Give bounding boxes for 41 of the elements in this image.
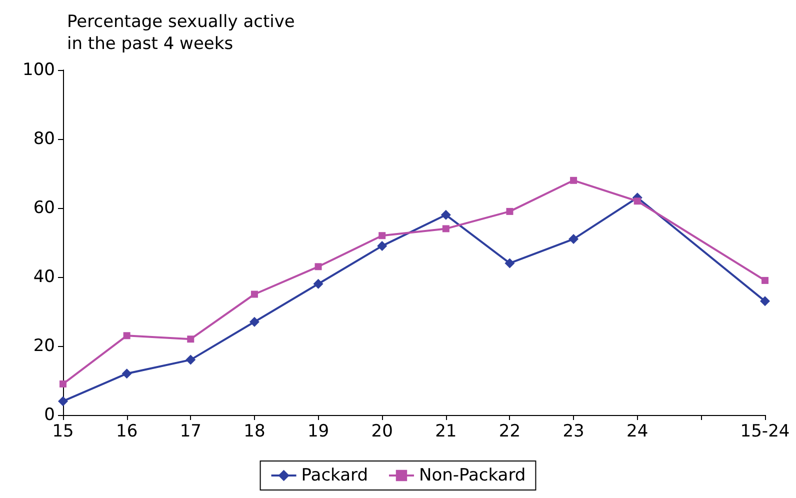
point [440, 210, 451, 220]
point [314, 263, 322, 270]
x-tick-label: 17 [180, 422, 202, 442]
point [504, 258, 515, 268]
point [378, 232, 386, 240]
point [568, 234, 579, 244]
point [634, 198, 641, 205]
y-tick-label: 40 [33, 267, 55, 287]
x-tick-label: 18 [244, 422, 266, 442]
y-tick-label: 60 [33, 198, 55, 218]
x-tick-label: 22 [498, 422, 521, 442]
point [122, 368, 132, 379]
point [250, 290, 258, 298]
x-tick-label: 21 [435, 422, 457, 442]
legend-label: Non-Packard [418, 466, 526, 486]
y-tick-label: 80 [33, 129, 55, 149]
point [760, 296, 770, 306]
y-axis-title: Percentage sexually active in the past 4 weeks [67, 12, 295, 54]
y-tick-label: 0 [44, 405, 55, 425]
point [249, 316, 260, 327]
x-tick-label: 15-24 [740, 422, 790, 442]
y-tick-label: 20 [33, 336, 55, 356]
point [442, 225, 450, 232]
point [123, 332, 130, 340]
point [570, 176, 578, 184]
point [186, 354, 196, 365]
x-tick-label: 24 [626, 422, 648, 442]
point [506, 208, 514, 215]
legend-label: Packard [301, 466, 368, 486]
point [313, 278, 324, 289]
x-tick-label: 23 [562, 422, 584, 442]
point [60, 380, 66, 388]
x-tick-label: 15 [52, 422, 74, 442]
x-tick-label: 19 [307, 422, 330, 442]
point [58, 396, 68, 406]
point [762, 276, 768, 284]
x-tick-label: 20 [371, 422, 393, 442]
x-tick-label: 16 [116, 422, 138, 442]
point [377, 240, 388, 251]
point [187, 336, 194, 343]
y-tick-label: 100 [22, 60, 55, 80]
